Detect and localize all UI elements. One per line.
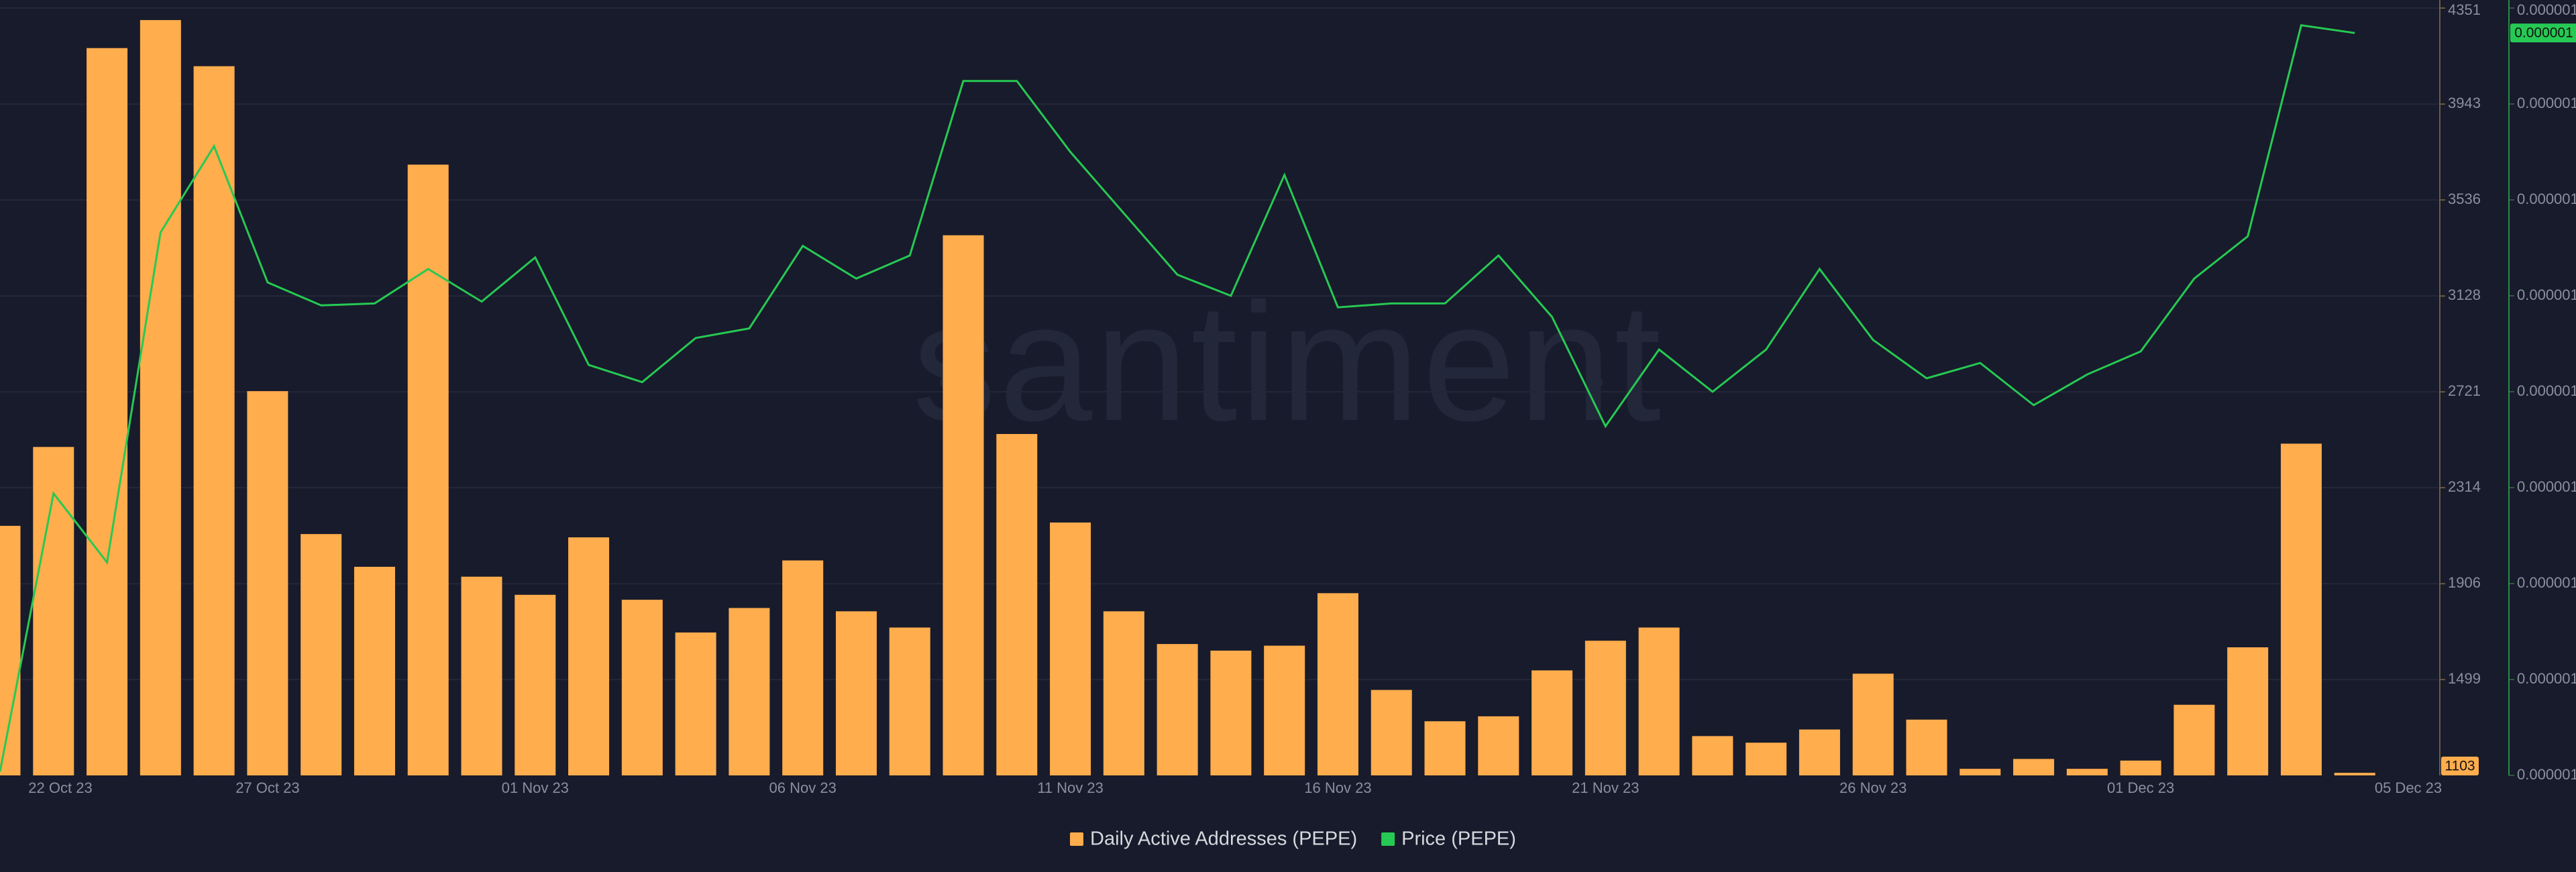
bar [1478, 716, 1519, 775]
bar [2334, 773, 2375, 775]
y-tick-label: 1499 [2448, 670, 2481, 687]
x-tick-label: 16 Nov 23 [1304, 779, 1371, 796]
bar [568, 537, 610, 775]
bar [782, 560, 824, 775]
x-tick-label: 21 Nov 23 [1572, 779, 1639, 796]
y-tick-label: 3536 [2448, 190, 2481, 207]
bar [621, 600, 663, 775]
x-tick-label: 01 Dec 23 [2107, 779, 2174, 796]
bar [1210, 650, 1252, 775]
y-tick-label: 2314 [2448, 478, 2481, 495]
legend-label: Daily Active Addresses (PEPE) [1090, 828, 1357, 850]
value-label: 0.000001 [2514, 25, 2573, 41]
bar [1532, 670, 1573, 775]
value-label: 1103 [2445, 759, 2475, 774]
y2-tick-label: 0.000001 [2517, 574, 2576, 591]
bar [889, 627, 930, 775]
y2-tick-label: 0.000001 [2517, 766, 2576, 783]
bar [1050, 522, 1091, 775]
watermark-dot [1591, 376, 1603, 388]
bar [1799, 729, 1840, 775]
y2-tick-label: 0.000001 [2517, 95, 2576, 111]
y2-tick-label: 0.000001 [2517, 1, 2576, 18]
y2-tick-label: 0.000001 [2517, 478, 2576, 495]
bar [33, 447, 74, 775]
bar [1371, 690, 1412, 775]
bar [515, 594, 556, 775]
bar [1638, 627, 1680, 775]
y2-tick-label: 0.000001 [2517, 382, 2576, 399]
bar [2013, 759, 2055, 775]
x-tick-label: 05 Dec 23 [2375, 779, 2442, 796]
bar [2066, 769, 2108, 775]
x-tick-label: 01 Nov 23 [502, 779, 569, 796]
bar [729, 608, 770, 775]
bar [1906, 719, 1947, 775]
x-tick-label: 06 Nov 23 [769, 779, 837, 796]
legend-label: Price (PEPE) [1401, 828, 1516, 850]
y2-tick-label: 0.000001 [2517, 190, 2576, 207]
bar [1960, 769, 2001, 775]
bar [835, 611, 877, 775]
bar [1157, 644, 1198, 775]
bar [943, 235, 984, 775]
y-tick-label: 1906 [2448, 574, 2481, 591]
y-tick-label: 3128 [2448, 286, 2481, 303]
bar [87, 48, 128, 775]
bar [2174, 704, 2215, 775]
x-tick-label: 22 Oct 23 [28, 779, 92, 796]
bar [0, 525, 21, 775]
y-tick-label: 2721 [2448, 382, 2481, 399]
bar [301, 534, 342, 775]
legend-swatch [1070, 832, 1083, 846]
bar [1264, 645, 1305, 775]
y2-tick-label: 0.000001 [2517, 286, 2576, 303]
bar [2120, 760, 2161, 775]
legend-swatch [1381, 832, 1395, 846]
legend: Daily Active Addresses (PEPE) Price (PEPE… [1070, 828, 1516, 850]
bar [407, 164, 449, 775]
y-tick-label: 3943 [2448, 95, 2481, 111]
y2-tick-label: 0.000001 [2517, 670, 2576, 687]
bar [140, 19, 181, 775]
x-tick-label: 27 Oct 23 [235, 779, 299, 796]
value-label-box [2510, 23, 2576, 43]
bar [247, 391, 288, 775]
bar [1103, 611, 1144, 775]
x-tick-label: 11 Nov 23 [1037, 779, 1104, 796]
bar [996, 434, 1038, 775]
price-line [0, 24, 2355, 772]
bar [354, 566, 395, 775]
bar [1746, 743, 1787, 775]
bar [2227, 647, 2269, 775]
bar [193, 66, 235, 776]
value-label-box [2441, 757, 2479, 775]
bar [1317, 593, 1358, 775]
bar [675, 632, 716, 775]
bar [461, 576, 502, 775]
x-tick-label: 26 Nov 23 [1839, 779, 1907, 796]
y-tick-label: 4351 [2448, 1, 2481, 18]
bar [1852, 673, 1894, 775]
bar [2280, 443, 2322, 775]
bar [1424, 721, 1466, 775]
bar [1585, 641, 1626, 775]
bar [1692, 736, 1733, 775]
